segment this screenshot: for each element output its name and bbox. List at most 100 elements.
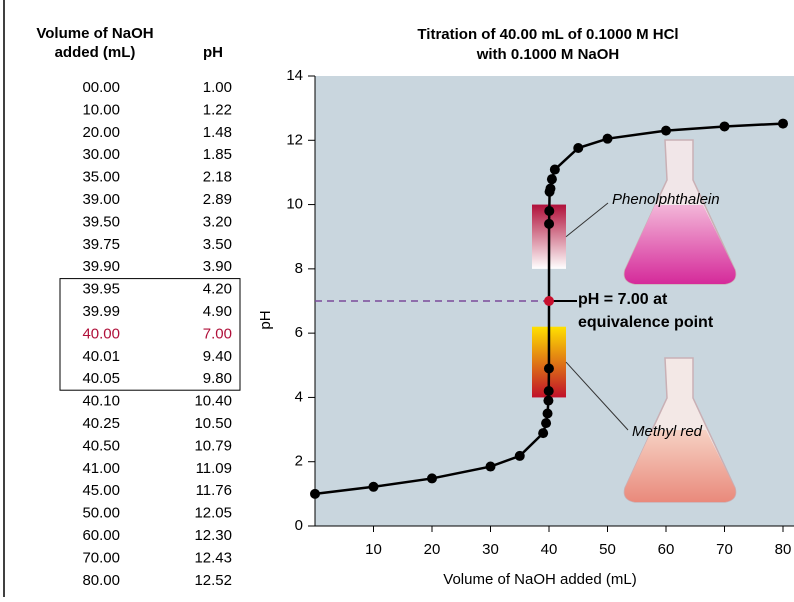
equivalence-label: equivalence point: [578, 314, 714, 331]
ph-cell: 11.76: [196, 482, 232, 499]
ph-cell: 10.79: [194, 437, 232, 454]
y-tick-label: 12: [286, 131, 303, 148]
volume-cell: 70.00: [82, 549, 120, 566]
data-point: [543, 386, 554, 396]
table-highlight-box: [59, 278, 241, 391]
data-point: [778, 118, 788, 129]
data-point: [310, 488, 320, 499]
data-point: [541, 418, 552, 429]
indicator-leader: [565, 202, 609, 238]
volume-cell: 39.95: [82, 281, 120, 298]
volume-cell: 20.00: [82, 124, 120, 141]
x-tick-label: 40: [541, 541, 558, 558]
y-tick-label: 8: [295, 260, 303, 277]
ph-cell: 4.90: [203, 303, 232, 320]
volume-cell: 40.25: [82, 415, 120, 432]
ph-cell: 9.80: [203, 370, 232, 387]
ph-cell: 12.43: [194, 549, 232, 566]
y-tick-label: 6: [295, 324, 303, 341]
data-point: [549, 164, 560, 175]
equivalence-label: pH = 7.00 at: [578, 291, 668, 308]
ph-cell: 12.05: [194, 505, 232, 522]
data-point: [514, 450, 525, 461]
table-header: added (mL): [55, 44, 136, 61]
data-point: [661, 125, 671, 136]
volume-cell: 00.00: [82, 79, 120, 96]
x-tick-label: 20: [424, 541, 441, 558]
ph-cell: 2.18: [203, 169, 232, 186]
volume-cell: 60.00: [82, 527, 120, 544]
volume-cell: 45.00: [82, 482, 120, 499]
x-tick-label: 60: [658, 541, 675, 558]
ph-cell: 10.40: [194, 393, 232, 410]
ph-cell: 3.50: [203, 236, 232, 253]
volume-cell: 40.50: [82, 437, 120, 454]
ph-cell: 12.52: [194, 572, 232, 589]
indicator-label: Methyl red: [632, 423, 703, 440]
ph-cell: 3.90: [203, 258, 232, 275]
y-tick-label: 0: [295, 517, 303, 534]
data-point: [544, 218, 555, 229]
table-header: pH: [203, 44, 223, 61]
volume-cell: 39.00: [82, 191, 120, 208]
volume-cell: 39.90: [82, 258, 120, 275]
volume-cell: 40.10: [82, 393, 120, 410]
x-tick-label: 80: [775, 541, 792, 558]
ph-cell: 7.00: [203, 325, 232, 342]
flask-illustrations: [623, 139, 737, 503]
y-tick-label: 10: [286, 196, 303, 213]
x-tick-label: 50: [599, 541, 616, 558]
ph-cell: 1.48: [203, 124, 232, 141]
data-point: [719, 121, 730, 132]
flask-liquid: [624, 205, 736, 284]
data-point: [485, 461, 496, 472]
ph-cell: 12.30: [194, 527, 232, 544]
volume-cell: 80.00: [82, 572, 120, 589]
ph-cell: 11.09: [196, 460, 232, 477]
chart-title: Titration of 40.00 mL of 0.1000 M HCl: [417, 26, 678, 43]
volume-cell: 39.75: [82, 236, 120, 253]
volume-cell: 40.05: [82, 370, 120, 387]
y-axis-label: pH: [257, 310, 274, 329]
data-point: [542, 408, 553, 419]
ph-cell: 1.22: [203, 101, 232, 118]
data-point: [546, 174, 557, 185]
volume-cell: 10.00: [82, 101, 120, 118]
data-point: [543, 395, 554, 406]
indicator-leader: [565, 361, 629, 431]
ph-cell: 3.20: [203, 213, 232, 230]
x-tick-label: 70: [716, 541, 733, 558]
x-tick-label: 30: [482, 541, 499, 558]
equivalence-point: [544, 296, 554, 306]
data-point: [543, 363, 554, 374]
ph-cell: 9.40: [203, 348, 232, 365]
table-header: Volume of NaOH: [36, 25, 153, 42]
ph-cell: 1.85: [203, 146, 232, 163]
y-tick-label: 2: [295, 453, 303, 470]
volume-cell: 35.00: [82, 169, 120, 186]
x-axis-label: Volume of NaOH added (mL): [443, 571, 636, 588]
data-point: [545, 183, 556, 194]
volume-cell: 39.99: [82, 303, 120, 320]
chart-title: with 0.1000 M NaOH: [476, 46, 620, 63]
data-point: [573, 143, 584, 153]
data-point: [368, 481, 379, 492]
ph-cell: 4.20: [203, 281, 232, 298]
data-point: [427, 473, 437, 484]
volume-cell: 41.00: [82, 460, 120, 477]
ph-cell: 1.00: [203, 79, 232, 96]
data-point: [544, 206, 555, 216]
volume-cell: 39.50: [82, 213, 120, 230]
y-tick-label: 4: [295, 388, 303, 405]
volume-cell: 50.00: [82, 505, 120, 522]
flask-liquid: [624, 430, 736, 502]
ph-cell: 2.89: [203, 191, 232, 208]
data-point: [602, 133, 613, 144]
ph-cell: 10.50: [194, 415, 232, 432]
volume-cell: 40.01: [82, 348, 120, 365]
indicator-label: Phenolphthalein: [612, 191, 720, 208]
data-point: [538, 428, 549, 439]
y-tick-label: 14: [286, 67, 303, 84]
volume-cell: 40.00: [82, 325, 120, 342]
